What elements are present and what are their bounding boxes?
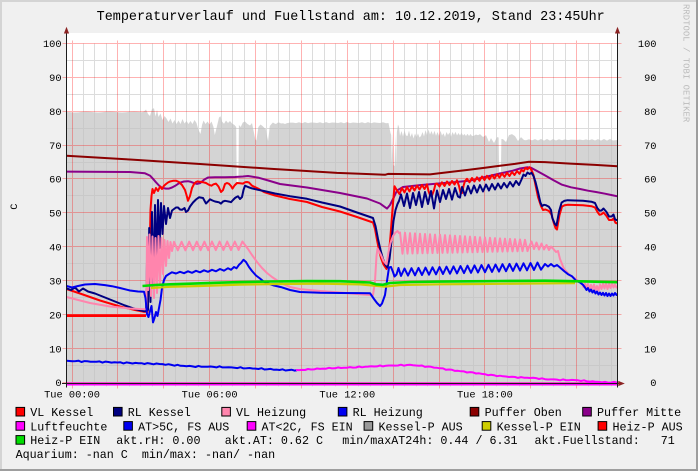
svg-text:Tue 00:00: Tue 00:00: [44, 389, 100, 401]
svg-text:Temperaturverlauf und Fuellsta: Temperaturverlauf und Fuellstand am: 10.…: [97, 10, 605, 25]
svg-text:0: 0: [650, 378, 656, 390]
svg-text:RL Kessel: RL Kessel: [128, 406, 191, 420]
svg-text:80: 80: [644, 107, 656, 119]
svg-text:VL Kessel: VL Kessel: [30, 406, 93, 420]
svg-text:60: 60: [49, 175, 61, 187]
svg-text:Aquarium: -nan C min/max: -na: Aquarium: -nan C min/max: -nan/ -nan: [16, 448, 276, 462]
svg-text:20: 20: [49, 310, 61, 322]
svg-text:Luftfeuchte: Luftfeuchte: [30, 420, 107, 434]
svg-text:Tue 06:00: Tue 06:00: [182, 389, 238, 401]
svg-text:100: 100: [43, 39, 62, 51]
svg-text:Puffer Mitte: Puffer Mitte: [597, 406, 681, 420]
svg-text:90: 90: [644, 73, 656, 85]
svg-text:20: 20: [644, 310, 656, 322]
svg-text:10: 10: [644, 344, 656, 356]
svg-text:90: 90: [49, 73, 61, 85]
svg-text:70: 70: [49, 141, 61, 153]
svg-text:10: 10: [49, 344, 61, 356]
svg-text:Kessel-P AUS: Kessel-P AUS: [379, 420, 463, 434]
svg-text:Tue 12:00: Tue 12:00: [319, 389, 375, 401]
svg-text:40: 40: [49, 243, 61, 255]
svg-text:akt.Fuellstand: 71: akt.Fuellstand: 71: [535, 434, 675, 448]
svg-text:akt.rH: 0.00: akt.rH: 0.00: [116, 434, 200, 448]
svg-text:RRDTOOL / TOBI OETIKER: RRDTOOL / TOBI OETIKER: [681, 4, 691, 123]
svg-text:50: 50: [644, 209, 656, 221]
svg-text:Puffer Oben: Puffer Oben: [485, 406, 562, 420]
svg-text:0: 0: [55, 378, 61, 390]
svg-text:60: 60: [644, 175, 656, 187]
svg-text:50: 50: [49, 209, 61, 221]
svg-text:Heiz-P EIN: Heiz-P EIN: [30, 434, 100, 448]
svg-text:100: 100: [638, 39, 657, 51]
svg-text:70: 70: [644, 141, 656, 153]
svg-text:Heiz-P AUS: Heiz-P AUS: [613, 420, 683, 434]
svg-text:30: 30: [49, 276, 61, 288]
svg-text:C: C: [9, 204, 21, 210]
svg-text:min/maxAT24h: 0.44 / 6.31: min/maxAT24h: 0.44 / 6.31: [342, 434, 517, 448]
svg-text:VL Heizung: VL Heizung: [236, 406, 306, 420]
svg-text:akt.AT: 0.62 C: akt.AT: 0.62 C: [225, 434, 323, 448]
svg-text:AT>5C, FS AUS: AT>5C, FS AUS: [138, 420, 229, 434]
svg-text:Tue 18:00: Tue 18:00: [457, 389, 513, 401]
svg-text:AT<2C, FS EIN: AT<2C, FS EIN: [262, 420, 353, 434]
svg-text:30: 30: [644, 276, 656, 288]
svg-text:Kessel-P EIN: Kessel-P EIN: [497, 420, 581, 434]
svg-text:RL Heizung: RL Heizung: [353, 406, 423, 420]
svg-text:80: 80: [49, 107, 61, 119]
svg-text:40: 40: [644, 243, 656, 255]
